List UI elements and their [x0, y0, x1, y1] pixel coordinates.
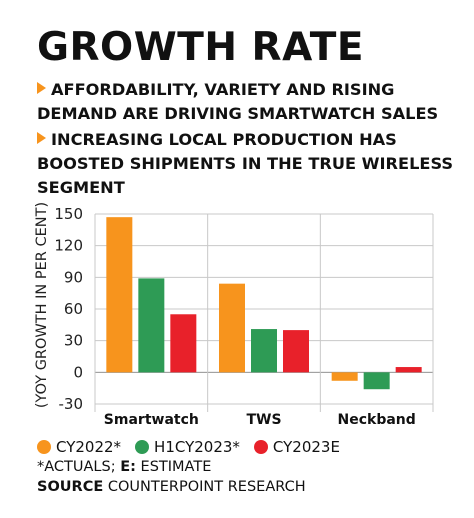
x-tick-label: Smartwatch: [104, 412, 199, 428]
y-tick-label: 120: [54, 237, 83, 255]
y-tick-label: 90: [64, 268, 83, 286]
legend-item: CY2023E: [253, 438, 340, 456]
legend-item: H1CY2023*: [135, 438, 240, 456]
x-tick-label: Neckband: [338, 412, 416, 428]
y-tick-label: -30: [59, 395, 84, 413]
chart-legend: CY2022* H1CY2023* CY2023E: [37, 438, 354, 456]
y-tick-label: 30: [64, 332, 83, 350]
bullet-point-2: INCREASING LOCAL PRODUCTION HAS BOOSTED …: [37, 128, 467, 200]
estimate-text: ESTIMATE: [140, 459, 212, 475]
source-note: SOURCE COUNTERPOINT RESEARCH: [37, 479, 306, 495]
legend-dot-icon: [135, 440, 150, 454]
x-tick-label: TWS: [246, 412, 281, 428]
bullet-text-1: AFFORDABILITY, VARIETY AND RISING DEMAND…: [37, 80, 439, 123]
bar-neckband-0: [331, 372, 358, 381]
bullet-point-1: AFFORDABILITY, VARIETY AND RISING DEMAND…: [37, 78, 467, 126]
bar-smartwatch-2: [170, 314, 197, 373]
legend-label: CY2023E: [272, 438, 340, 456]
actuals-note: *ACTUALS; E: ESTIMATE: [37, 459, 211, 475]
legend-label: CY2022*: [56, 438, 122, 456]
y-tick-label: 0: [73, 363, 83, 381]
bullet-arrow-icon: [37, 82, 46, 94]
bullet-arrow-icon: [37, 132, 46, 144]
legend-label: H1CY2023*: [154, 438, 240, 456]
bar-smartwatch-0: [106, 217, 133, 373]
bar-tws-1: [251, 329, 277, 373]
bullet-text-2: INCREASING LOCAL PRODUCTION HAS BOOSTED …: [37, 130, 454, 197]
legend-dot-icon: [37, 440, 51, 454]
bar-neckband-1: [363, 372, 390, 390]
legend-item: CY2022*: [37, 438, 121, 456]
source-key: SOURCE: [37, 479, 104, 495]
bar-neckband-2: [395, 367, 422, 373]
y-tick-label: 150: [54, 205, 83, 223]
bar-chart: -30 0 30 60 90 120 150(YOY GROWTH IN PER CENT)…: [34, 202, 434, 428]
actuals-note-text: *ACTUALS;: [37, 459, 116, 475]
bar-tws-2: [283, 330, 309, 373]
y-tick-label: 60: [64, 300, 83, 318]
y-axis-label: (YOY GROWTH IN PER CENT): [34, 202, 50, 408]
source-text: COUNTERPOINT RESEARCH: [107, 479, 306, 495]
bar-tws-0: [219, 283, 245, 373]
estimate-key: E:: [120, 459, 136, 475]
bar-smartwatch-1: [138, 278, 165, 373]
chart-title: GROWTH RATE: [37, 25, 364, 70]
legend-dot-icon: [253, 440, 268, 454]
